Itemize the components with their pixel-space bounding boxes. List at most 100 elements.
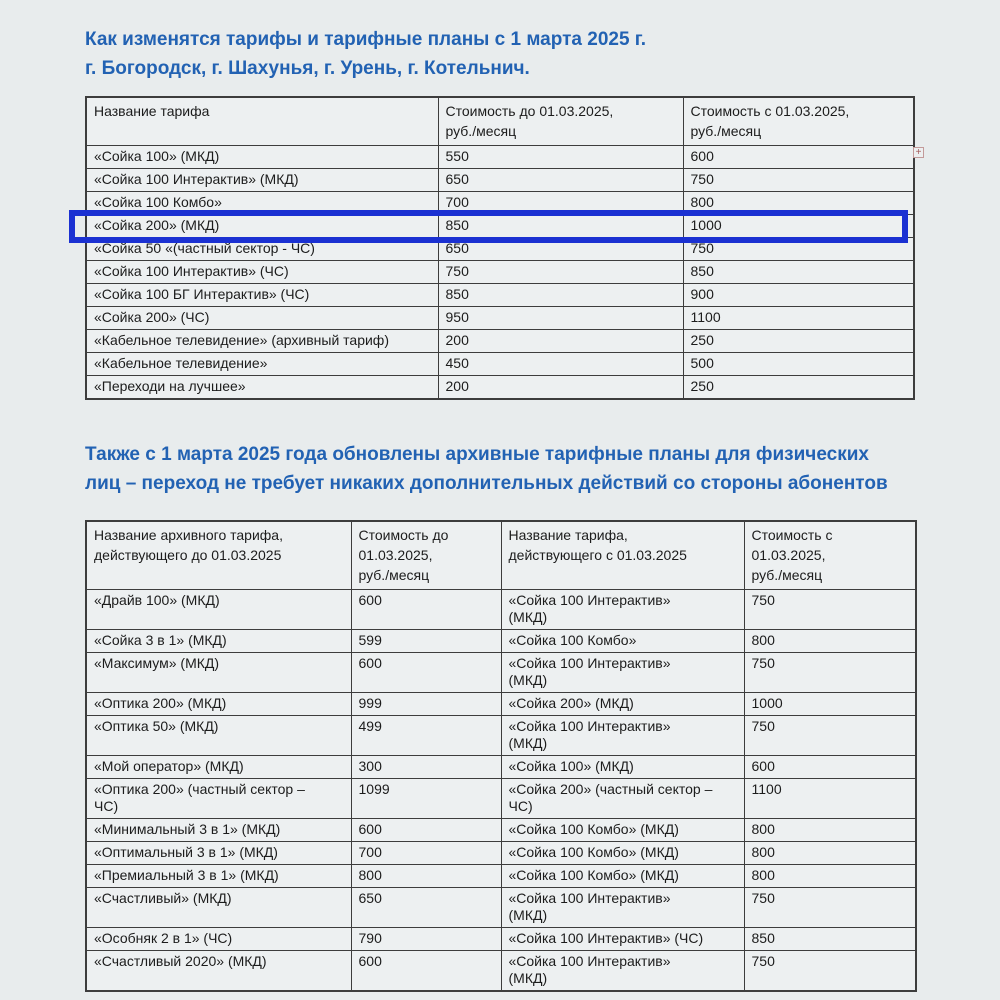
table-cell: «Сойка 100 Интерактив» (МКД) bbox=[500, 887, 745, 928]
table-cell: 300 bbox=[350, 755, 502, 779]
table-row: «Мой оператор» (МКД) 300 «Сойка 100» (МКД)… bbox=[85, 755, 917, 779]
column-header: Стоимость с 01.03.2025, руб./месяц bbox=[682, 96, 915, 146]
table-cell: «Сойка 100 Интерактив» (ЧС) bbox=[500, 927, 745, 951]
section-title-line-2: лиц – переход не требует никаких дополни… bbox=[85, 473, 888, 494]
table-cell: 600 bbox=[350, 652, 502, 693]
table-row: «Оптика 200» (МКД) 999 «Сойка 200» (МКД) 10… bbox=[85, 692, 917, 716]
table-cell: «Сойка 100 Комбо» (МКД) bbox=[500, 841, 745, 865]
table-cell: 500 bbox=[682, 352, 915, 376]
table-cell: «Особняк 2 в 1» (ЧС) bbox=[85, 927, 352, 951]
table-cell: 650 bbox=[437, 168, 684, 192]
table-cell: 800 bbox=[350, 864, 502, 888]
table-cell: 750 bbox=[743, 589, 917, 630]
table-cell: «Сойка 50 «(частный сектор - ЧС) bbox=[85, 237, 439, 261]
table-row: «Кабельное телевидение» (архивный тариф)… bbox=[85, 329, 915, 353]
table-row: «Особняк 2 в 1» (ЧС) 790 «Сойка 100 Интера… bbox=[85, 927, 917, 951]
table-cell: «Сойка 200» (МКД) bbox=[500, 692, 745, 716]
table-cell: 790 bbox=[350, 927, 502, 951]
table-row: «Счастливый 2020» (МКД) 600 «Сойка 100 Инт… bbox=[85, 950, 917, 992]
table-cell: 850 bbox=[437, 214, 684, 238]
table-cell: 200 bbox=[437, 329, 684, 353]
column-header: Название тарифа bbox=[85, 96, 439, 146]
table-cell: 700 bbox=[437, 191, 684, 215]
table-row: «Кабельное телевидение» 450 500 bbox=[85, 352, 915, 376]
table-cell: 800 bbox=[682, 191, 915, 215]
table-cell: 250 bbox=[682, 375, 915, 400]
tariff-table-2-body: «Драйв 100» (МКД) 600 «Сойка 100 Интеракти… bbox=[85, 589, 917, 992]
table-header-row: Название архивного тарифа, действующего … bbox=[85, 520, 917, 590]
section-title-line-1: Также с 1 марта 2025 года обновлены архи… bbox=[85, 444, 869, 465]
table-cell: «Драйв 100» (МКД) bbox=[85, 589, 352, 630]
tariff-table-1-body: «Сойка 100» (МКД) 550 600 «Сойка 100 Интера… bbox=[85, 145, 915, 400]
table-cell: 250 bbox=[682, 329, 915, 353]
table-cell: 450 bbox=[437, 352, 684, 376]
table-cell: «Кабельное телевидение» bbox=[85, 352, 439, 376]
archive-tariff-table: Название архивного тарифа, действующего … bbox=[85, 520, 917, 992]
table-cell: «Сойка 100 Интерактив» (МКД) bbox=[85, 168, 439, 192]
table-cell: 1100 bbox=[743, 778, 917, 819]
table-cell: 950 bbox=[437, 306, 684, 330]
table-row: «Сойка 200» (МКД) 850 1000 bbox=[85, 214, 915, 238]
table-cell: 850 bbox=[682, 260, 915, 284]
table-cell: 1000 bbox=[743, 692, 917, 716]
tariff-change-table: Название тарифа Стоимость до 01.03.2025, … bbox=[85, 96, 915, 400]
page-title-line-2: г. Богородск, г. Шахунья, г. Урень, г. К… bbox=[85, 58, 530, 79]
table-cell: 499 bbox=[350, 715, 502, 756]
table-cell: 700 bbox=[350, 841, 502, 865]
table-row: «Сойка 50 «(частный сектор - ЧС) 650 750 bbox=[85, 237, 915, 261]
table-cell: «Сойка 100 Интерактив» (МКД) bbox=[500, 589, 745, 630]
table-cell: 1100 bbox=[682, 306, 915, 330]
table-row: «Оптика 200» (частный сектор – ЧС) 1099 «С… bbox=[85, 778, 917, 819]
column-header: Стоимость до 01.03.2025, руб./месяц bbox=[437, 96, 684, 146]
table-cell: 800 bbox=[743, 841, 917, 865]
table-cell: 800 bbox=[743, 818, 917, 842]
table-cell: «Сойка 200» (МКД) bbox=[85, 214, 439, 238]
table-cell: 750 bbox=[437, 260, 684, 284]
table-cell: «Оптимальный 3 в 1» (МКД) bbox=[85, 841, 352, 865]
column-header: Стоимость с 01.03.2025, руб./месяц bbox=[743, 520, 917, 590]
column-header: Стоимость до 01.03.2025, руб./месяц bbox=[350, 520, 502, 590]
table-row: «Оптимальный 3 в 1» (МКД) 700 «Сойка 100 К… bbox=[85, 841, 917, 865]
section-title: Также с 1 марта 2025 года обновлены архи… bbox=[85, 440, 940, 498]
table-row: «Максимум» (МКД) 600 «Сойка 100 Интерактив… bbox=[85, 652, 917, 693]
table-cell: 850 bbox=[437, 283, 684, 307]
table-cell: 600 bbox=[350, 818, 502, 842]
table-cell: «Премиальный 3 в 1» (МКД) bbox=[85, 864, 352, 888]
table-cell: «Сойка 200» (ЧС) bbox=[85, 306, 439, 330]
table-cell: «Сойка 100 БГ Интерактив» (ЧС) bbox=[85, 283, 439, 307]
table-cell: 599 bbox=[350, 629, 502, 653]
table-cell: «Сойка 100 Комбо» bbox=[500, 629, 745, 653]
table-row: «Сойка 100 Интерактив» (МКД) 650 750 bbox=[85, 168, 915, 192]
comment-anchor-icon[interactable]: + bbox=[913, 147, 924, 158]
table-cell: «Сойка 100» (МКД) bbox=[500, 755, 745, 779]
table-row: «Сойка 200» (ЧС) 950 1100 bbox=[85, 306, 915, 330]
table-cell: 200 bbox=[437, 375, 684, 400]
table-cell: «Сойка 100 Интерактив» (МКД) bbox=[500, 652, 745, 693]
table-cell: 750 bbox=[682, 168, 915, 192]
table-cell: 600 bbox=[743, 755, 917, 779]
table-cell: «Максимум» (МКД) bbox=[85, 652, 352, 693]
table-cell: 850 bbox=[743, 927, 917, 951]
table-cell: «Сойка 100 Комбо» bbox=[85, 191, 439, 215]
table-cell: 1000 bbox=[682, 214, 915, 238]
table-cell: «Переходи на лучшее» bbox=[85, 375, 439, 400]
table-cell: 600 bbox=[350, 950, 502, 992]
table-cell: 600 bbox=[682, 145, 915, 169]
table-cell: «Оптика 200» (частный сектор – ЧС) bbox=[85, 778, 352, 819]
table-cell: «Сойка 100 Интерактив» (ЧС) bbox=[85, 260, 439, 284]
table-cell: «Оптика 50» (МКД) bbox=[85, 715, 352, 756]
table-row: «Переходи на лучшее» 200 250 bbox=[85, 375, 915, 400]
table-row: «Сойка 100 Интерактив» (ЧС) 750 850 bbox=[85, 260, 915, 284]
table-row: «Сойка 100 Комбо» 700 800 bbox=[85, 191, 915, 215]
table-cell: 900 bbox=[682, 283, 915, 307]
table-cell: «Кабельное телевидение» (архивный тариф) bbox=[85, 329, 439, 353]
table-cell: 1099 bbox=[350, 778, 502, 819]
table-cell: 800 bbox=[743, 864, 917, 888]
table-cell: 800 bbox=[743, 629, 917, 653]
table-cell: «Сойка 100 Комбо» (МКД) bbox=[500, 864, 745, 888]
table-cell: «Мой оператор» (МКД) bbox=[85, 755, 352, 779]
table-cell: 999 bbox=[350, 692, 502, 716]
table-cell: 750 bbox=[682, 237, 915, 261]
table-row: «Премиальный 3 в 1» (МКД) 800 «Сойка 100 К… bbox=[85, 864, 917, 888]
table-row: «Сойка 100 БГ Интерактив» (ЧС) 850 900 bbox=[85, 283, 915, 307]
